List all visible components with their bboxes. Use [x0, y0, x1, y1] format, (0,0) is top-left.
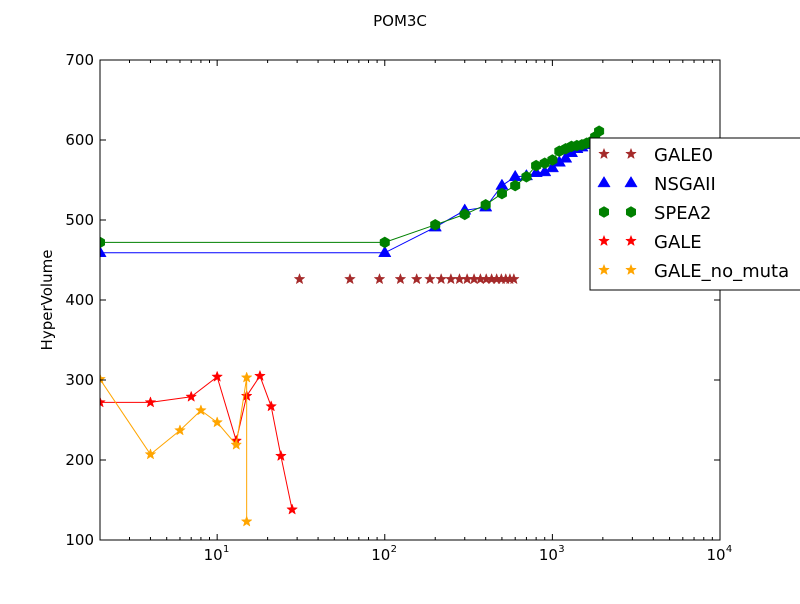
data-point: [410, 272, 423, 285]
data-point: [286, 503, 299, 515]
x-tick-label: 10: [706, 546, 725, 564]
series-line: [100, 377, 248, 522]
y-axis-label: HyperVolume: [38, 250, 56, 351]
data-point: [435, 272, 448, 285]
series-gale0: [293, 272, 520, 285]
legend-label: GALE_no_muta: [654, 261, 789, 282]
data-point: [100, 372, 106, 385]
data-point: [373, 272, 386, 285]
legend-entry: SPEA2: [598, 203, 711, 224]
data-point: [545, 161, 559, 173]
data-point: [507, 272, 520, 285]
legend-label: SPEA2: [654, 203, 711, 224]
legend-marker: [625, 147, 637, 160]
data-point: [100, 236, 106, 249]
data-point: [559, 151, 573, 163]
data-point: [424, 272, 436, 285]
data-point: [480, 199, 491, 211]
data-point: [510, 179, 521, 192]
data-point: [274, 449, 287, 462]
legend: GALE0 NSGAII SPEA2 GALE GALE_no_muta: [589, 137, 800, 291]
data-point: [211, 416, 224, 428]
data-point: [379, 236, 390, 249]
data-point: [230, 438, 243, 450]
legend-marker: [598, 234, 610, 247]
legend-entry: GALE_no_muta: [598, 261, 789, 282]
legend-entry: NSGAII: [597, 174, 716, 195]
legend-marker: [625, 263, 637, 276]
data-point: [100, 245, 107, 257]
legend-marker: [625, 206, 637, 218]
y-tick-label: 600: [65, 131, 94, 149]
data-point: [211, 370, 224, 382]
x-tick-exponent: 4: [726, 544, 732, 555]
data-point: [254, 369, 266, 382]
data-point: [265, 400, 278, 412]
data-point: [394, 272, 407, 285]
legend-label: GALE0: [654, 145, 713, 166]
legend-marker: [598, 263, 610, 276]
data-point: [240, 515, 253, 527]
x-tick-exponent: 2: [391, 544, 397, 555]
series-gale-no-muta: [100, 371, 253, 527]
data-point: [194, 404, 207, 416]
y-tick-label: 300: [65, 371, 94, 389]
x-tick-label: 10: [539, 546, 558, 564]
legend-marker: [598, 206, 610, 218]
data-point: [100, 396, 106, 408]
legend-marker: [597, 176, 611, 188]
data-point: [529, 165, 543, 177]
x-tick-exponent: 1: [223, 544, 229, 555]
data-point: [185, 390, 198, 402]
x-tick-exponent: 3: [558, 544, 564, 555]
legend-marker: [625, 234, 637, 247]
data-point: [496, 187, 507, 200]
legend-marker: [624, 176, 638, 188]
legend-label: GALE: [654, 232, 702, 253]
data-point: [144, 396, 157, 408]
data-point: [240, 371, 253, 383]
chart-title: POM3C: [373, 12, 427, 30]
y-tick-label: 100: [65, 531, 94, 549]
data-point: [174, 424, 186, 436]
x-tick-label: 10: [371, 546, 390, 564]
y-tick-label: 200: [65, 451, 94, 469]
x-tick-label: 10: [204, 546, 223, 564]
data-point: [430, 219, 441, 231]
data-point: [531, 159, 542, 172]
legend-entry: GALE0: [598, 145, 713, 166]
series-line: [100, 374, 293, 510]
data-point: [344, 272, 356, 285]
legend-marker: [598, 147, 610, 160]
data-point: [459, 208, 470, 221]
legend-entry: GALE: [598, 232, 702, 253]
y-tick-label: 400: [65, 291, 94, 309]
legend-box: [589, 137, 800, 291]
data-point: [293, 272, 306, 285]
data-point: [144, 448, 157, 460]
y-tick-label: 700: [65, 51, 94, 69]
series-spea2: [100, 125, 605, 249]
data-point: [378, 245, 392, 257]
data-point: [594, 125, 605, 137]
y-tick-label: 500: [65, 211, 94, 229]
data-point: [521, 171, 532, 183]
legend-label: NSGAII: [654, 174, 716, 195]
data-point: [547, 154, 558, 166]
